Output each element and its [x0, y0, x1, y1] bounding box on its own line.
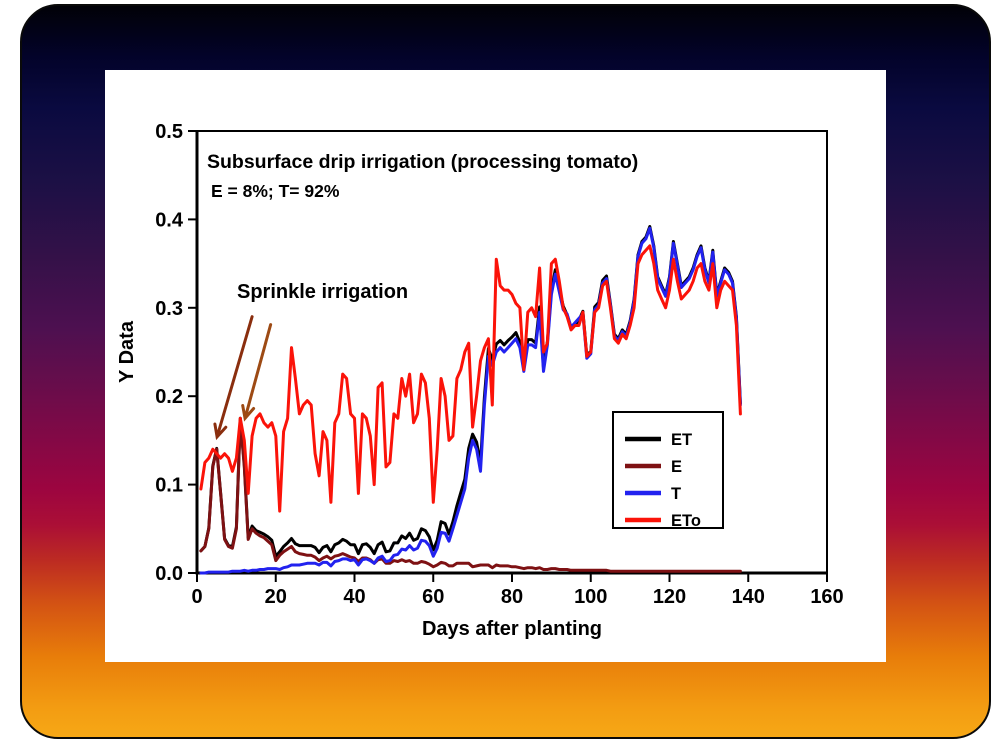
series-line-T — [199, 226, 742, 575]
y-tick-label: 0.5 — [155, 121, 183, 143]
x-tick-label: 40 — [343, 586, 365, 608]
y-tick-label: 0.0 — [155, 563, 183, 585]
chart-title: Subsurface drip irrigation (processing t… — [207, 151, 638, 173]
x-tick-label: 160 — [810, 586, 843, 608]
x-tick-label: 60 — [422, 586, 444, 608]
annotation-arrow-2 — [241, 323, 273, 422]
y-tick-label: 0.4 — [155, 209, 184, 231]
x-tick-label: 0 — [191, 586, 202, 608]
x-tick-label: 20 — [265, 586, 287, 608]
annotation-arrow-1 — [213, 315, 254, 441]
chart-subtitle: E = 8%; T= 92% — [211, 181, 340, 201]
et-chart: 0 20 40 60 80 100 120 140 1600.00.10.20.30.40.5 … — [116, 121, 844, 640]
x-tick-label: 120 — [653, 586, 686, 608]
y-tick-label: 0.3 — [155, 298, 183, 320]
y-axis-title: Y Data — [116, 320, 138, 383]
x-tick-label: 140 — [732, 586, 765, 608]
legend-label-ET: ET — [671, 431, 692, 449]
legend-box — [612, 411, 724, 529]
legend-label-ETo: ETo — [671, 512, 701, 530]
y-tick-label: 0.1 — [155, 475, 183, 497]
chart-generated-layer: 0 20 40 60 80 100 120 140 160 0.0 0.1 0.2 0.3 0.4 0.5 — [155, 121, 844, 608]
legend-label-T: T — [671, 485, 681, 503]
chart-legend: ET ET ETo — [612, 411, 724, 530]
series-line-ETo — [199, 244, 742, 513]
chart-panel: 0 20 40 60 80 100 120 140 160 0.0 0.1 0.2 0.3 0.4 0.5 … — [105, 70, 886, 662]
x-tick-label: 100 — [574, 586, 607, 608]
y-tick-label: 0.2 — [155, 386, 183, 408]
legend-label-E: E — [671, 458, 682, 476]
x-axis-title: Days after planting — [422, 618, 602, 640]
series-line-E — [199, 418, 742, 573]
annotation-sprinkle-irrigation: Sprinkle irrigation — [237, 281, 408, 303]
x-tick-label: 80 — [501, 586, 523, 608]
